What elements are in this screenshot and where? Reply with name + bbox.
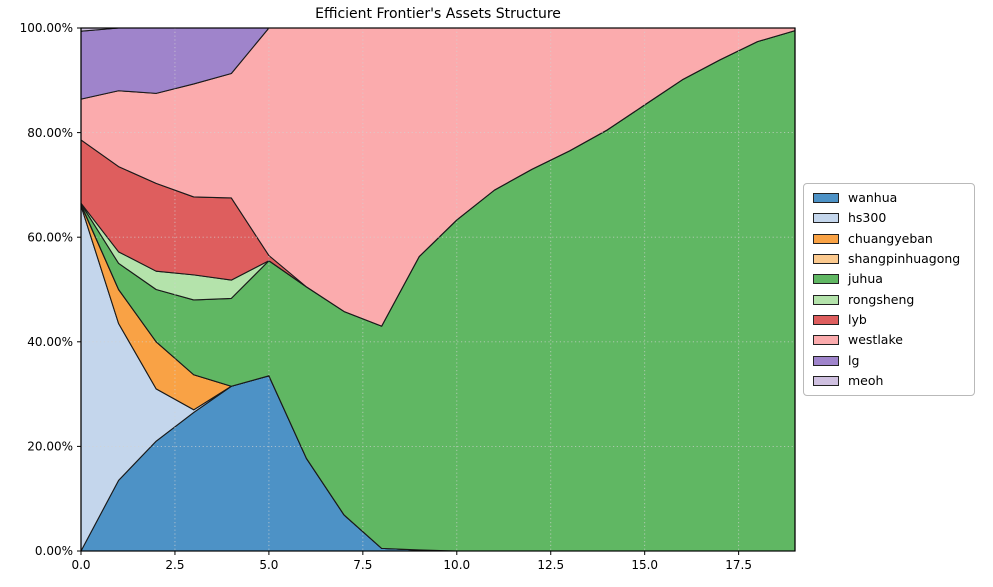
chart-title: Efficient Frontier's Assets Structure <box>315 6 561 22</box>
x-tick-label: 15.0 <box>631 558 658 572</box>
legend-label-rongsheng: rongsheng <box>848 291 915 307</box>
legend-swatch-lyb <box>813 314 839 325</box>
legend-label-juhua: juhua <box>848 271 883 287</box>
y-tick-label: 20.00% <box>27 440 73 454</box>
y-axis: 0.00% 20.00% 40.00% 60.00% 80.00% 100.00% <box>20 21 81 558</box>
y-tick-label: 100.00% <box>20 21 73 35</box>
x-tick-label: 2.5 <box>165 558 184 572</box>
legend-swatch-meoh <box>813 375 839 386</box>
legend-swatch-lg <box>813 355 839 366</box>
legend-swatch-wanhua <box>813 193 839 204</box>
legend-item-shangpinhuagong: shangpinhuagong <box>813 249 966 269</box>
x-tick-label: 5.0 <box>259 558 278 572</box>
legend-label-lyb: lyb <box>848 311 867 327</box>
legend-item-hs300: hs300 <box>813 208 966 228</box>
y-tick-label: 80.00% <box>27 126 73 140</box>
legend-item-meoh: meoh <box>813 371 966 391</box>
legend-label-shangpinhuagong: shangpinhuagong <box>848 251 961 267</box>
legend-label-wanhua: wanhua <box>848 190 898 206</box>
y-tick-label: 0.00% <box>35 544 73 558</box>
legend-label-lg: lg <box>848 352 860 368</box>
legend-item-rongsheng: rongsheng <box>813 290 966 310</box>
x-axis: 0.0 2.5 5.0 7.5 10.0 12.5 15.0 17.5 <box>71 551 752 572</box>
legend-swatch-chuangyeban <box>813 233 839 244</box>
x-tick-label: 17.5 <box>725 558 752 572</box>
x-tick-label: 0.0 <box>71 558 90 572</box>
legend-item-westlake: westlake <box>813 330 966 350</box>
y-tick-label: 60.00% <box>27 230 73 244</box>
legend-label-westlake: westlake <box>848 332 903 348</box>
plot-border <box>80 27 796 552</box>
legend-item-wanhua: wanhua <box>813 188 966 208</box>
y-tick-label: 40.00% <box>27 335 73 349</box>
x-tick-label: 10.0 <box>443 558 470 572</box>
legend-item-lg: lg <box>813 351 966 371</box>
x-tick-label: 12.5 <box>537 558 564 572</box>
legend-swatch-shangpinhuagong <box>813 254 839 265</box>
legend-item-chuangyeban: chuangyeban <box>813 229 966 249</box>
legend-label-hs300: hs300 <box>848 210 887 226</box>
legend-item-lyb: lyb <box>813 310 966 330</box>
legend-swatch-hs300 <box>813 213 839 224</box>
legend-label-chuangyeban: chuangyeban <box>848 230 933 246</box>
areas <box>80 27 796 552</box>
legend-label-meoh: meoh <box>848 372 884 388</box>
legend-swatch-westlake <box>813 335 839 346</box>
legend-item-juhua: juhua <box>813 269 966 289</box>
legend-swatch-juhua <box>813 274 839 285</box>
x-tick-label: 7.5 <box>353 558 372 572</box>
legend: wanhua hs300 chuangyeban shangpinhuagong juh… <box>803 183 975 396</box>
legend-swatch-rongsheng <box>813 294 839 305</box>
